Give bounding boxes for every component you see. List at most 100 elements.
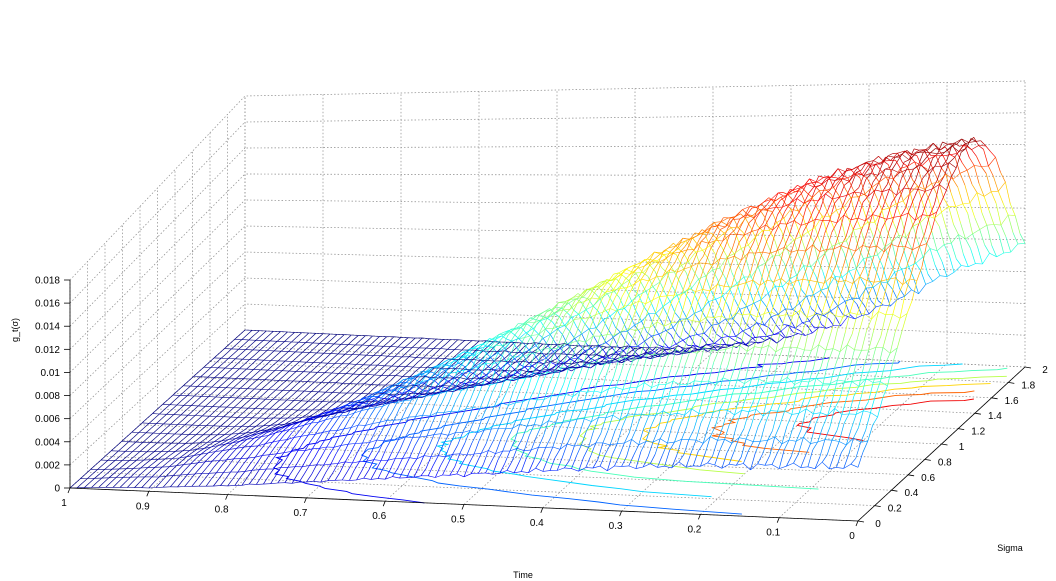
mesh-line [601,334,608,348]
mesh-line [935,155,942,168]
mesh-line [436,402,443,413]
mesh-line [459,340,466,345]
mesh-line [276,445,282,454]
mesh-line [760,440,768,442]
mesh-line [711,233,718,240]
mesh-line [722,364,729,378]
mesh-line [228,436,234,440]
mesh-line [588,314,596,319]
mesh-line [761,345,769,349]
mesh-line [674,312,681,320]
mesh-line [211,382,218,388]
mesh-line [144,471,151,478]
mesh-line [667,425,673,444]
mesh-line [267,441,273,450]
mesh-line [799,183,807,189]
mesh-line [385,476,393,480]
mesh-line [361,354,367,361]
mesh-line [621,328,629,332]
mesh-line [477,464,484,474]
mesh-line [979,229,985,245]
mesh-line [892,313,901,319]
mesh-line [74,478,81,484]
mesh-line [463,365,470,372]
mesh-line [309,413,315,417]
mesh-line [934,264,941,276]
mesh-line [676,268,685,273]
mesh-line [890,277,896,300]
mesh-line [868,347,877,351]
mesh-line [490,453,496,464]
mesh-line [779,255,785,264]
mesh-line [679,415,685,428]
contour-line [435,363,963,498]
mesh-line [564,325,570,332]
grid-line [69,173,246,350]
mesh-line [301,413,308,418]
mesh-line [210,362,217,368]
mesh-line [290,444,297,452]
mesh-line [409,445,416,458]
mesh-line [755,409,764,417]
mesh-line [425,395,433,397]
mesh-line [877,168,886,176]
mesh-line [853,187,859,193]
mesh-line [815,219,823,221]
mesh-line [874,280,882,283]
mesh-line [722,377,731,381]
mesh-line [341,392,348,398]
mesh-line [442,349,448,355]
mesh-line [786,414,793,427]
mesh-line [330,412,338,415]
mesh-line [616,278,622,286]
mesh-line [907,249,913,264]
mesh-line [313,391,319,397]
mesh-line [892,347,898,365]
mesh-line [602,290,608,295]
mesh-line [912,179,918,187]
mesh-line [975,140,981,142]
mesh-line [839,441,847,446]
mesh-line [717,377,724,396]
mesh-line [829,267,836,277]
mesh-line [809,211,816,228]
mesh-line [415,352,422,358]
mesh-line [821,183,827,191]
mesh-line [611,345,617,361]
mesh-line [958,234,964,255]
mesh-line [732,345,741,348]
mesh-line [205,401,211,407]
mesh-line [764,311,772,314]
mesh-line [891,161,898,170]
mesh-line [180,443,187,448]
mesh-line [664,252,672,255]
mesh-line [212,434,218,439]
mesh-line [786,462,794,467]
mesh-line [649,347,655,353]
mesh-line [230,358,236,364]
mesh-line [279,433,285,441]
mesh-line [579,379,586,392]
mesh-line [251,413,258,419]
mesh-line [642,327,651,329]
mesh-line [817,193,826,202]
mesh-line [609,315,616,328]
mesh-line [332,387,339,393]
mesh-line [807,244,813,266]
mesh-line [445,358,452,366]
mesh-line [449,466,455,476]
mesh-line [138,459,145,465]
mesh-line [219,434,225,439]
mesh-line [884,353,891,365]
mesh-line [381,420,388,432]
mesh-line [790,188,796,193]
mesh-line [324,430,331,441]
mesh-line [529,358,535,363]
mesh-line [189,449,197,451]
mesh-line [370,478,379,480]
mesh-line [658,325,665,341]
mesh-line [652,429,659,443]
mesh-line [892,288,898,300]
mesh-line [595,311,604,315]
mesh-line [822,362,829,384]
